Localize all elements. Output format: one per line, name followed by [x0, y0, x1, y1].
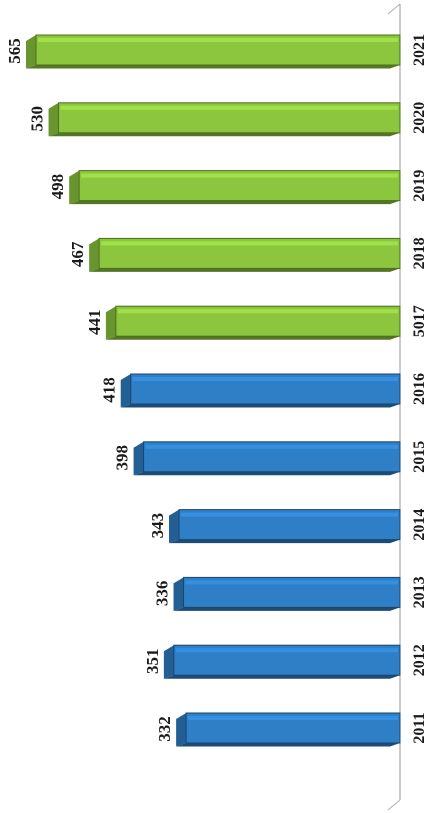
- bar-end-face: [26, 35, 36, 69]
- bar-highlight: [81, 173, 398, 178]
- value-label-2015: 398: [113, 445, 132, 471]
- bar-bottom-face: [120, 404, 401, 408]
- bar-end-face: [173, 577, 184, 611]
- axis-depth-top: [387, 3, 401, 15]
- category-label-5017: 5017: [411, 305, 428, 337]
- bar-bottom-face: [105, 336, 401, 340]
- bar-bottom-face: [133, 471, 400, 476]
- value-label-5017: 441: [85, 309, 104, 335]
- value-label-2019: 498: [48, 174, 67, 200]
- bar-bottom-face: [163, 675, 400, 679]
- bar-highlight: [188, 716, 398, 720]
- category-label-2013: 2013: [411, 576, 428, 608]
- bar-end-face: [69, 170, 80, 205]
- bar-bottom-face: [89, 268, 400, 272]
- bar-highlight: [101, 241, 398, 246]
- value-label-2018: 467: [68, 241, 87, 267]
- bar-bottom-face: [169, 539, 400, 544]
- bar-2021: [26, 34, 401, 69]
- bar-end-face: [48, 102, 59, 137]
- category-label-2014: 2014: [411, 509, 428, 541]
- category-label-2012: 2012: [411, 644, 428, 676]
- bar-2014: [169, 509, 401, 544]
- bar-2015: [133, 441, 401, 476]
- bar-highlight: [181, 512, 398, 517]
- bar-end-face: [176, 713, 187, 747]
- bar-highlight: [132, 377, 399, 381]
- bar-2018: [89, 237, 401, 272]
- bar-highlight: [145, 444, 398, 449]
- bar-bottom-face: [176, 743, 400, 747]
- value-label-2012: 351: [143, 648, 162, 674]
- category-label-2018: 2018: [411, 237, 428, 269]
- bar-highlight: [175, 648, 398, 653]
- bar-2011: [176, 712, 401, 747]
- category-label-2016: 2016: [411, 373, 428, 405]
- category-label-2011: 2011: [411, 712, 428, 743]
- axis-depth-bottom: [387, 799, 401, 811]
- category-label-2019: 2019: [411, 170, 428, 202]
- bar-highlight: [117, 309, 399, 314]
- bar-end-face: [89, 238, 100, 272]
- bar-2012: [163, 644, 401, 679]
- bar-bottom-face: [69, 200, 400, 205]
- bar-end-face: [169, 509, 180, 544]
- value-label-2021: 565: [5, 38, 24, 64]
- value-label-2013: 336: [153, 581, 172, 607]
- value-label-2016: 418: [100, 377, 119, 403]
- value-label-2014: 343: [148, 513, 167, 539]
- bar-end-face: [133, 441, 144, 476]
- bar-5017: [105, 305, 401, 340]
- bar-2020: [48, 102, 401, 137]
- bar-bottom-face: [173, 607, 400, 611]
- bar-highlight: [38, 38, 398, 42]
- category-label-2020: 2020: [411, 102, 428, 134]
- bar-end-face: [120, 374, 131, 408]
- bar-highlight: [60, 105, 398, 110]
- bar-2019: [69, 170, 401, 205]
- bar-2016: [120, 373, 401, 408]
- bar-bottom-face: [48, 132, 400, 137]
- bar-highlight: [185, 580, 398, 585]
- bar-end-face: [163, 645, 174, 679]
- category-label-2021: 2021: [411, 34, 428, 66]
- value-label-2020: 530: [28, 106, 47, 132]
- category-label-2015: 2015: [411, 441, 428, 473]
- bar-end-face: [105, 306, 116, 340]
- bar-2013: [173, 576, 401, 611]
- bar-bottom-face: [26, 65, 400, 69]
- value-label-2011: 332: [155, 716, 174, 742]
